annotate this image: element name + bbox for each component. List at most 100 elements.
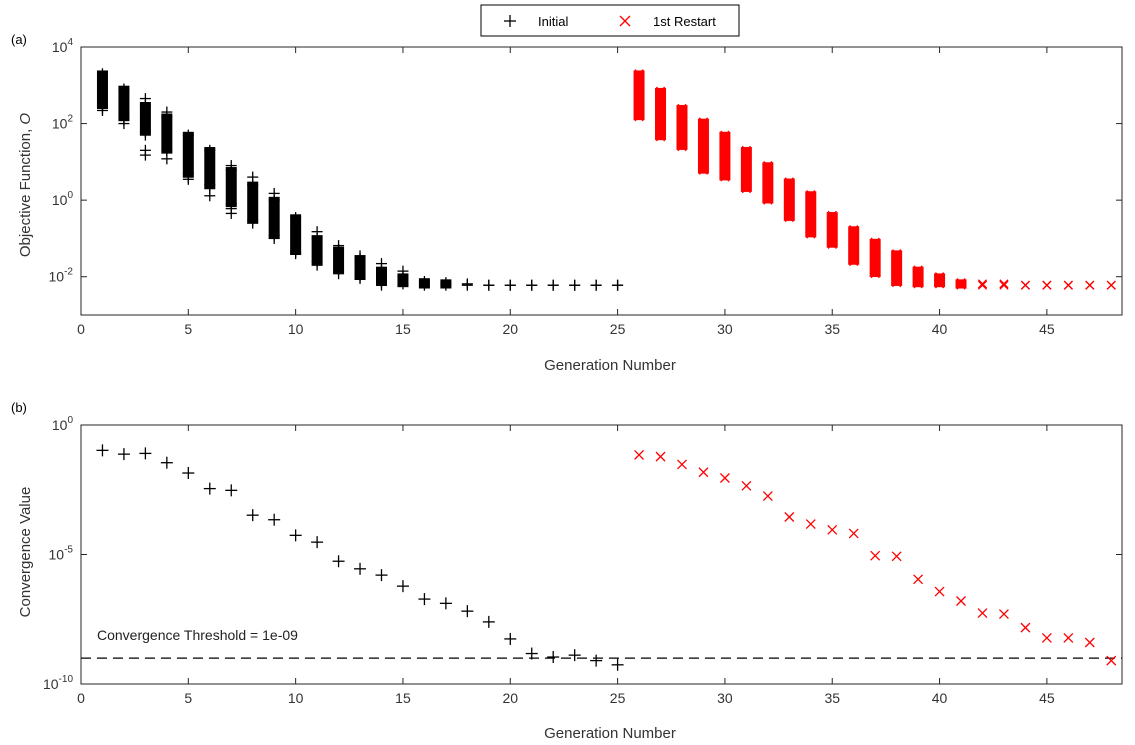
- x-tick-label: 30: [717, 690, 733, 706]
- restart-point: [677, 459, 687, 470]
- restart-point: [934, 272, 945, 282]
- y-tick-label: 102: [52, 114, 74, 132]
- x-tick-label: 35: [824, 690, 840, 706]
- initial-point: [268, 513, 281, 526]
- initial-point: [290, 212, 302, 224]
- initial-point: [461, 605, 474, 618]
- y-tick-label: 10-2: [49, 267, 74, 285]
- initial-outlier-point: [161, 153, 173, 165]
- restart-point: [1084, 637, 1095, 648]
- initial-point: [139, 447, 152, 460]
- x-tick-label: 10: [288, 690, 304, 706]
- initial-generation-cluster: [96, 70, 108, 109]
- restart-point: [891, 551, 902, 562]
- initial-point: [418, 279, 430, 291]
- initial-point: [375, 569, 388, 582]
- initial-point: [483, 279, 495, 291]
- x-tick-label: 45: [1039, 690, 1055, 706]
- restart-point: [805, 519, 816, 529]
- restart-generation-cluster: [740, 147, 752, 192]
- restart-point: [763, 160, 773, 171]
- legend-entry: Initial: [504, 14, 568, 29]
- legend-label: Initial: [538, 14, 568, 29]
- initial-generation-cluster: [354, 255, 366, 281]
- restart-point: [741, 480, 752, 491]
- initial-outlier-point: [268, 232, 280, 244]
- x-tick-label: 10: [288, 321, 304, 337]
- initial-point: [182, 467, 195, 480]
- restart-generation-cluster: [655, 87, 667, 141]
- initial-point: [547, 651, 560, 664]
- initial-point: [590, 279, 602, 291]
- panel-label: (b): [11, 400, 27, 415]
- restart-point: [1041, 632, 1052, 643]
- restart-generation-cluster: [762, 162, 774, 204]
- legend-label: 1st Restart: [653, 14, 716, 29]
- x-tick-label: 5: [184, 321, 192, 337]
- restart-point: [634, 449, 645, 460]
- initial-outlier-point: [139, 129, 151, 141]
- x-tick-label: 0: [77, 690, 85, 706]
- restart-generation-cluster: [676, 105, 688, 150]
- x-tick-label: 30: [717, 321, 733, 337]
- initial-outlier-point: [139, 149, 151, 161]
- initial-generation-cluster: [375, 266, 387, 286]
- initial-point: [590, 654, 603, 667]
- initial-point: [397, 278, 409, 290]
- initial-point: [440, 279, 452, 291]
- x-axis-label: Generation Number: [544, 725, 676, 742]
- restart-point: [892, 249, 902, 259]
- initial-generation-cluster: [204, 147, 216, 189]
- initial-generation-cluster: [118, 85, 130, 121]
- y-tick-label: 10-10: [43, 674, 73, 692]
- convergence-axes: 0 5 10 15 20 25 30 35 40 45 10-10 10-5 100: [43, 415, 1123, 706]
- restart-point: [719, 473, 730, 483]
- initial-outlier-point: [311, 259, 323, 271]
- initial-outlier-point: [182, 173, 194, 185]
- initial-point: [203, 482, 216, 495]
- initial-point: [569, 279, 581, 291]
- initial-outlier-point: [96, 104, 108, 116]
- initial-outlier-point: [118, 118, 130, 130]
- initial-generation-cluster: [182, 131, 194, 177]
- initial-point: [182, 129, 194, 141]
- restart-point: [870, 237, 880, 247]
- x-tick-label: 15: [395, 321, 411, 337]
- restart-point: [999, 280, 1009, 290]
- restart-point: [698, 117, 709, 127]
- initial-outlier-point: [225, 207, 237, 219]
- x-tick-label: 20: [502, 690, 518, 706]
- restart-generation-cluster: [805, 191, 817, 238]
- initial-outlier-point: [290, 248, 302, 260]
- restart-point: [977, 279, 988, 289]
- restart-generation-cluster: [826, 212, 838, 248]
- initial-point: [354, 562, 367, 575]
- initial-point: [332, 555, 345, 568]
- restart-point: [655, 132, 666, 142]
- initial-point: [525, 647, 538, 660]
- x-tick-label: 35: [824, 321, 840, 337]
- restart-generation-cluster: [697, 118, 709, 174]
- initial-outlier-point: [375, 258, 387, 270]
- initial-point: [504, 279, 516, 291]
- restart-point: [698, 467, 709, 478]
- restart-point: [999, 279, 1009, 289]
- legend-box: [480, 4, 740, 37]
- restart-point: [1063, 280, 1073, 290]
- initial-outlier-point: [247, 171, 259, 183]
- restart-point: [806, 189, 816, 200]
- initial-outlier-point: [247, 217, 259, 229]
- y-axis-label: Convergence Value: [17, 487, 34, 618]
- initial-outlier-point: [139, 93, 151, 105]
- y-tick-label: 10-5: [49, 545, 74, 563]
- restart-point: [784, 213, 794, 223]
- initial-point: [160, 456, 173, 469]
- initial-point: [418, 593, 431, 606]
- restart-point: [934, 586, 945, 597]
- restart-point: [827, 210, 837, 220]
- initial-point: [612, 279, 624, 291]
- restart-point: [849, 256, 859, 267]
- initial-generation-cluster: [247, 181, 259, 224]
